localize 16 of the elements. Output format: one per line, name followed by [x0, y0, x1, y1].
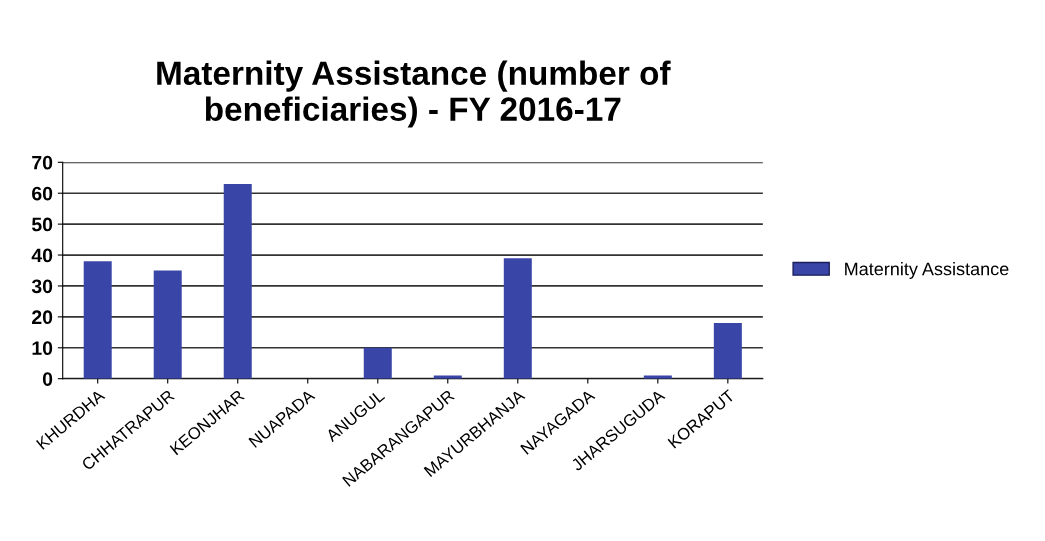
y-tick-label: 60	[32, 186, 53, 201]
y-tick-label: 10	[32, 341, 53, 356]
y-tick-label: 50	[31, 217, 53, 232]
bar	[153, 270, 182, 379]
bar	[223, 183, 252, 379]
chart-title: Maternity Assistance (number of beneficiaries) - FY 2016-17	[157, 60, 671, 128]
bar	[503, 258, 532, 379]
bar	[363, 347, 392, 379]
y-tick-label: 70	[32, 155, 53, 170]
legend-label: Maternity Assistance	[845, 262, 1009, 279]
bar	[83, 261, 112, 379]
y-tick-label: 0	[42, 372, 53, 386]
y-tick-label: 20	[32, 310, 53, 325]
y-tick-label: 30	[31, 279, 53, 294]
y-tick-label: 40	[31, 248, 53, 263]
bar	[713, 323, 742, 379]
